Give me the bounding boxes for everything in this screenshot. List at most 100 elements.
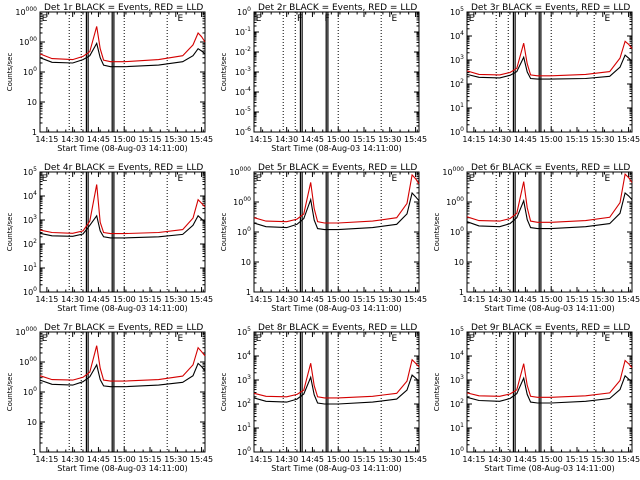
panel-det-1: 1 10 100 1000 10000 14:15 14:30 14:45 15:00 15:15… — [6, 3, 213, 153]
y-tick-label: 105 — [450, 326, 464, 337]
x-tick-label: 14:15 — [462, 455, 485, 464]
series-line-events — [39, 41, 206, 68]
y-tick-label: 104 — [450, 350, 464, 361]
y-tick-label: 10-1 — [235, 26, 251, 37]
x-tick-label: 15:15 — [565, 295, 588, 304]
x-tick-label: 15:15 — [138, 295, 161, 304]
y-tick-label: 102 — [237, 398, 251, 409]
event-letter: E — [178, 174, 184, 184]
y-tick-label: 1 — [459, 288, 464, 297]
y-tick-label: 1 — [32, 448, 37, 457]
series-line-events — [466, 54, 633, 80]
series-line-lld — [39, 26, 206, 63]
x-tick-label: 14:15 — [462, 135, 485, 144]
event-letter: E — [42, 14, 48, 24]
panel-title: Det 2r BLACK = Events, RED = LLD — [258, 3, 417, 13]
y-axis-label: Counts/sec — [6, 213, 14, 252]
x-tick-label: 15:30 — [164, 135, 187, 144]
y-tick-label: 1000 — [19, 356, 37, 367]
y-tick-label: 100 — [450, 126, 464, 137]
x-tick-label: 15:30 — [378, 455, 401, 464]
x-tick-label: 14:45 — [87, 295, 110, 304]
y-tick-label: 10 — [241, 258, 251, 267]
y-tick-label: 102 — [450, 78, 464, 89]
x-tick-label: 14:30 — [61, 455, 84, 464]
x-tick-label: 15:15 — [138, 455, 161, 464]
x-tick-label: 15:30 — [378, 135, 401, 144]
panel-title: Det 5r BLACK = Events, RED = LLD — [258, 163, 417, 173]
x-tick-label: 14:45 — [301, 455, 324, 464]
x-tick-label: 15:45 — [617, 295, 640, 304]
y-tick-label: 105 — [23, 166, 37, 177]
plot-frame — [39, 171, 206, 293]
x-tick-label: 15:45 — [190, 295, 213, 304]
event-letter: E — [392, 334, 398, 344]
x-tick-label: 15:30 — [378, 295, 401, 304]
series-line-lld — [466, 172, 633, 223]
plot-frame — [39, 11, 206, 133]
x-axis-label: Start Time (08-Aug-03 14:11:00) — [271, 304, 402, 313]
y-tick-label: 10 — [454, 258, 464, 267]
series-line-events — [39, 362, 206, 388]
x-tick-label: 14:45 — [87, 135, 110, 144]
y-tick-label: 102 — [450, 398, 464, 409]
x-tick-label: 15:00 — [113, 135, 136, 144]
event-letter: E — [42, 174, 48, 184]
x-tick-label: 14:30 — [61, 135, 84, 144]
x-axis-label: Start Time (08-Aug-03 14:11:00) — [484, 464, 615, 473]
y-axis-label: Counts/sec — [433, 213, 441, 252]
x-tick-label: 14:30 — [275, 455, 298, 464]
event-letter: E — [256, 14, 262, 24]
y-tick-label: 105 — [450, 6, 464, 17]
panel-det-7: 1 10 100 1000 10000 14:15 14:30 14:45 15:00 15:15… — [6, 323, 213, 473]
event-letter: E — [605, 334, 611, 344]
y-tick-label: 103 — [23, 214, 37, 225]
x-tick-label: 14:30 — [488, 455, 511, 464]
x-tick-label: 15:30 — [591, 455, 614, 464]
x-tick-label: 15:30 — [591, 135, 614, 144]
plot-frame — [253, 171, 420, 293]
panel-title: Det 1r BLACK = Events, RED = LLD — [44, 3, 203, 13]
panel-title: Det 6r BLACK = Events, RED = LLD — [471, 163, 630, 173]
x-tick-label: 14:15 — [35, 295, 58, 304]
y-tick-label: 10000 — [15, 326, 37, 337]
y-tick-label: 10 — [27, 98, 37, 107]
y-tick-label: 10-4 — [235, 86, 251, 97]
x-tick-label: 15:45 — [190, 455, 213, 464]
y-tick-label: 100 — [237, 6, 251, 17]
x-tick-label: 15:00 — [327, 295, 350, 304]
series-line-lld — [466, 40, 633, 77]
y-tick-label: 104 — [237, 350, 251, 361]
panel-det-5: 1 10 100 1000 10000 14:15 14:30 14:45 15:00 15:15… — [220, 163, 427, 313]
y-tick-label: 103 — [450, 374, 464, 385]
x-tick-label: 15:00 — [327, 135, 350, 144]
plot-frame — [466, 331, 633, 453]
x-tick-label: 14:15 — [249, 455, 272, 464]
y-tick-label: 104 — [450, 30, 464, 41]
y-tick-label: 104 — [23, 190, 37, 201]
panel-det-2: 10-6 10-5 10-4 10-3 10-2 10-1 100 14:15 14:30 14:… — [220, 3, 427, 153]
y-tick-label: 101 — [237, 422, 251, 433]
y-tick-label: 10000 — [229, 166, 251, 177]
event-letter: E — [392, 14, 398, 24]
x-tick-label: 15:45 — [190, 135, 213, 144]
event-letter: F — [324, 14, 329, 24]
y-tick-label: 103 — [450, 54, 464, 65]
y-tick-label: 100 — [237, 226, 251, 237]
event-letter: E — [605, 174, 611, 184]
series-line-events — [466, 192, 633, 230]
y-axis-label: Counts/sec — [220, 53, 228, 92]
y-axis-label: Counts/sec — [6, 373, 14, 412]
x-tick-label: 14:45 — [514, 295, 537, 304]
panel-title: Det 3r BLACK = Events, RED = LLD — [471, 3, 630, 13]
x-tick-label: 15:00 — [540, 295, 563, 304]
y-tick-label: 10-2 — [235, 46, 251, 57]
y-axis-label: Counts/sec — [433, 373, 441, 412]
y-tick-label: 100 — [237, 446, 251, 457]
x-axis-label: Start Time (08-Aug-03 14:11:00) — [57, 464, 188, 473]
plot-frame — [253, 11, 420, 133]
y-axis-label: Counts/sec — [220, 373, 228, 412]
event-letter: E — [469, 174, 475, 184]
